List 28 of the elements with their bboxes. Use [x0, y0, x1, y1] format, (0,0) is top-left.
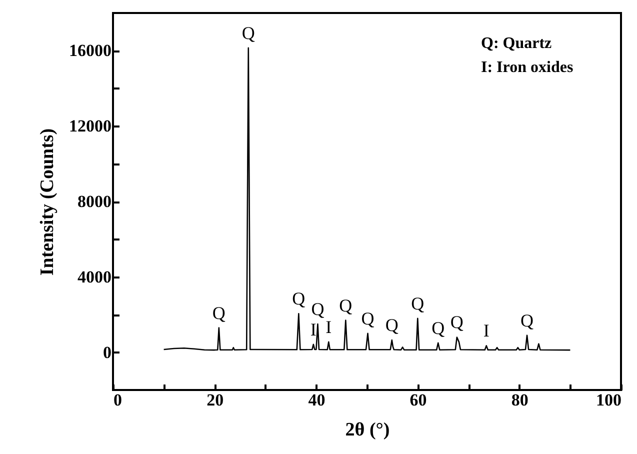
annotation: Q: [242, 22, 255, 43]
y-tick-label: 16000: [69, 41, 112, 60]
annotation: Q: [411, 293, 424, 314]
y-tick-label: 8000: [78, 192, 112, 211]
annotation: I: [326, 316, 332, 337]
annotation: Q: [432, 318, 445, 338]
annotation: Q: Quartz: [481, 35, 552, 52]
y-tick-label: 4000: [78, 267, 112, 286]
annotation: I: Iron oxides: [481, 59, 574, 76]
x-tick-label: 40: [308, 390, 326, 410]
x-tick-label: 100: [596, 390, 622, 410]
annotation: I: [483, 320, 490, 341]
x-tick-label: 80: [511, 390, 528, 410]
y-axis-title: Intensity (Counts): [37, 128, 58, 276]
annotation: Q: [385, 315, 398, 336]
annotation: I: [310, 319, 316, 340]
y-tick-label: 12000: [69, 116, 112, 136]
x-tick-label: 20: [206, 390, 224, 410]
annotation: Q: [520, 310, 534, 330]
annotation: Q: [339, 295, 352, 316]
annotation: Q: [292, 288, 306, 309]
x-tick-label: 60: [410, 390, 427, 410]
y-tick-label: 0: [103, 342, 112, 362]
annotation: Q: [450, 312, 464, 332]
annotation: Q: [212, 302, 226, 323]
x-axis-title: 2θ (°): [345, 420, 390, 440]
annotation: Q: [361, 308, 374, 328]
annotation: Q: [311, 299, 324, 320]
